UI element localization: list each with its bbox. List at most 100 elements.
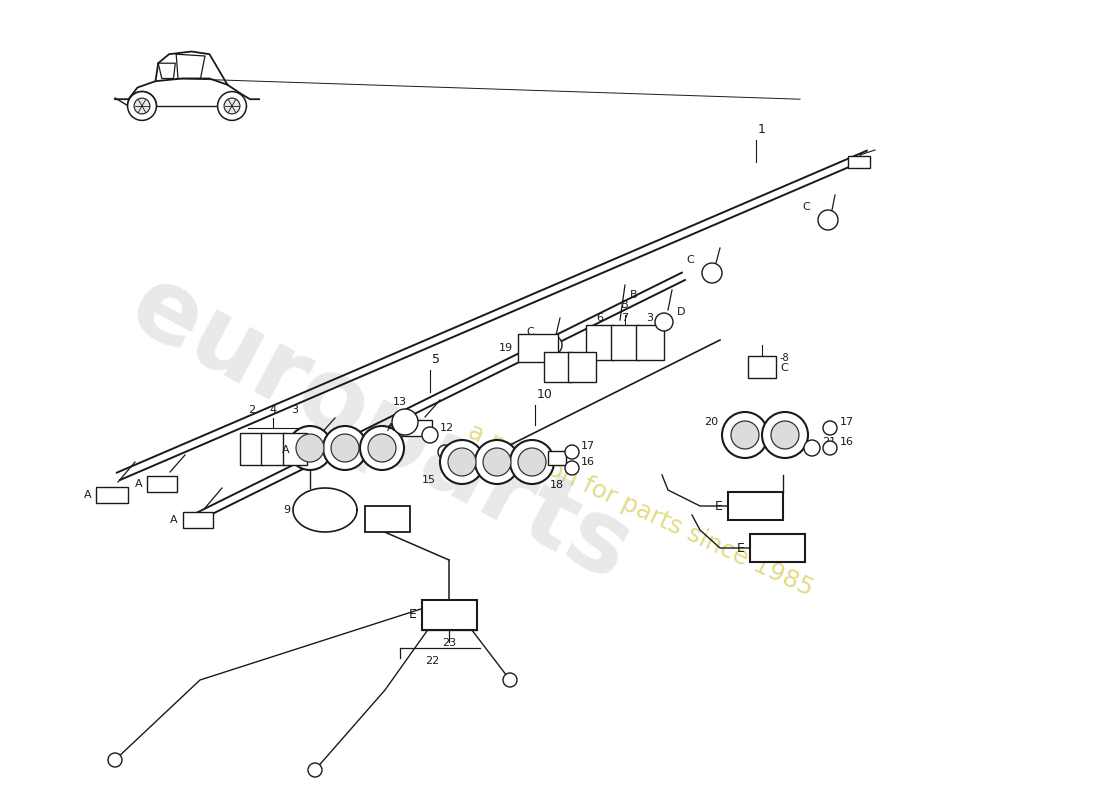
Text: 23: 23 bbox=[442, 638, 456, 648]
Circle shape bbox=[732, 421, 759, 449]
Bar bbox=[544, 352, 572, 382]
Circle shape bbox=[288, 426, 332, 470]
Text: A: A bbox=[135, 479, 143, 489]
Circle shape bbox=[108, 753, 122, 767]
Circle shape bbox=[823, 441, 837, 455]
Text: 9: 9 bbox=[283, 505, 290, 515]
Circle shape bbox=[422, 427, 438, 443]
Text: 14: 14 bbox=[455, 447, 469, 457]
Circle shape bbox=[702, 263, 722, 283]
Bar bbox=[183, 512, 213, 528]
Bar bbox=[402, 420, 432, 436]
Bar bbox=[295, 442, 324, 458]
Text: C: C bbox=[802, 202, 810, 212]
Text: 5: 5 bbox=[432, 353, 440, 366]
Circle shape bbox=[762, 412, 808, 458]
Text: 7: 7 bbox=[621, 313, 628, 323]
Text: 21: 21 bbox=[822, 437, 836, 447]
Circle shape bbox=[475, 440, 519, 484]
Circle shape bbox=[224, 98, 240, 114]
Circle shape bbox=[771, 421, 799, 449]
Text: A: A bbox=[387, 423, 395, 433]
Text: 6: 6 bbox=[596, 313, 604, 323]
Text: 11: 11 bbox=[270, 435, 283, 445]
Bar bbox=[728, 492, 783, 520]
Circle shape bbox=[368, 434, 396, 462]
Circle shape bbox=[654, 313, 673, 331]
Circle shape bbox=[331, 434, 359, 462]
Text: 12: 12 bbox=[440, 423, 454, 433]
Text: 22: 22 bbox=[425, 656, 439, 666]
Circle shape bbox=[518, 448, 546, 476]
Text: 16: 16 bbox=[581, 457, 595, 467]
Text: a passion for parts since 1985: a passion for parts since 1985 bbox=[463, 419, 816, 601]
Bar bbox=[422, 600, 477, 630]
Text: A: A bbox=[170, 515, 178, 525]
Circle shape bbox=[448, 448, 476, 476]
Circle shape bbox=[218, 91, 246, 120]
Text: 1: 1 bbox=[758, 123, 766, 136]
Text: B: B bbox=[554, 358, 562, 368]
Circle shape bbox=[483, 448, 512, 476]
Text: 3: 3 bbox=[647, 313, 653, 323]
Circle shape bbox=[308, 763, 322, 777]
Text: 4: 4 bbox=[270, 405, 276, 415]
Bar bbox=[261, 433, 285, 465]
Circle shape bbox=[438, 445, 452, 459]
Circle shape bbox=[360, 426, 404, 470]
Text: 20: 20 bbox=[704, 417, 718, 427]
Text: E: E bbox=[715, 499, 723, 513]
Text: 18: 18 bbox=[550, 480, 564, 490]
Circle shape bbox=[542, 335, 562, 355]
Text: E: E bbox=[737, 542, 745, 554]
Text: C: C bbox=[780, 363, 788, 373]
Circle shape bbox=[392, 409, 418, 435]
Bar bbox=[750, 534, 805, 562]
Bar bbox=[240, 433, 264, 465]
Circle shape bbox=[134, 98, 150, 114]
Text: B: B bbox=[630, 290, 638, 300]
Text: 13: 13 bbox=[393, 397, 407, 407]
Circle shape bbox=[440, 440, 484, 484]
Bar bbox=[365, 506, 410, 532]
Text: 17: 17 bbox=[840, 417, 854, 427]
Circle shape bbox=[503, 673, 517, 687]
Circle shape bbox=[323, 426, 367, 470]
Circle shape bbox=[823, 421, 837, 435]
Text: A: A bbox=[85, 490, 92, 500]
Bar bbox=[748, 356, 775, 378]
Text: C: C bbox=[686, 255, 694, 265]
Text: 16: 16 bbox=[840, 437, 854, 447]
Bar bbox=[586, 325, 614, 360]
Circle shape bbox=[565, 461, 579, 475]
Text: 17: 17 bbox=[581, 441, 595, 451]
Bar bbox=[283, 433, 307, 465]
Text: B: B bbox=[621, 300, 629, 310]
Circle shape bbox=[128, 91, 156, 120]
Circle shape bbox=[818, 210, 838, 230]
Circle shape bbox=[565, 445, 579, 459]
Bar bbox=[636, 325, 664, 360]
Circle shape bbox=[722, 412, 768, 458]
Text: 3: 3 bbox=[292, 405, 298, 415]
Text: 19: 19 bbox=[499, 343, 513, 353]
Text: 10: 10 bbox=[537, 388, 553, 401]
Bar bbox=[548, 451, 566, 465]
Text: E: E bbox=[409, 609, 417, 622]
Bar bbox=[568, 352, 596, 382]
Circle shape bbox=[510, 440, 554, 484]
Bar bbox=[147, 476, 177, 492]
Text: 2: 2 bbox=[249, 405, 255, 415]
Bar bbox=[518, 334, 558, 362]
Text: C: C bbox=[526, 327, 534, 337]
Bar bbox=[96, 487, 128, 503]
Bar bbox=[848, 156, 870, 168]
Text: -8: -8 bbox=[780, 353, 790, 363]
Text: A: A bbox=[283, 445, 290, 455]
Bar bbox=[610, 325, 639, 360]
Circle shape bbox=[804, 440, 820, 456]
Text: D: D bbox=[676, 307, 685, 317]
Text: europarts: europarts bbox=[113, 258, 647, 602]
Text: B: B bbox=[579, 358, 586, 368]
Text: 15: 15 bbox=[422, 475, 436, 485]
